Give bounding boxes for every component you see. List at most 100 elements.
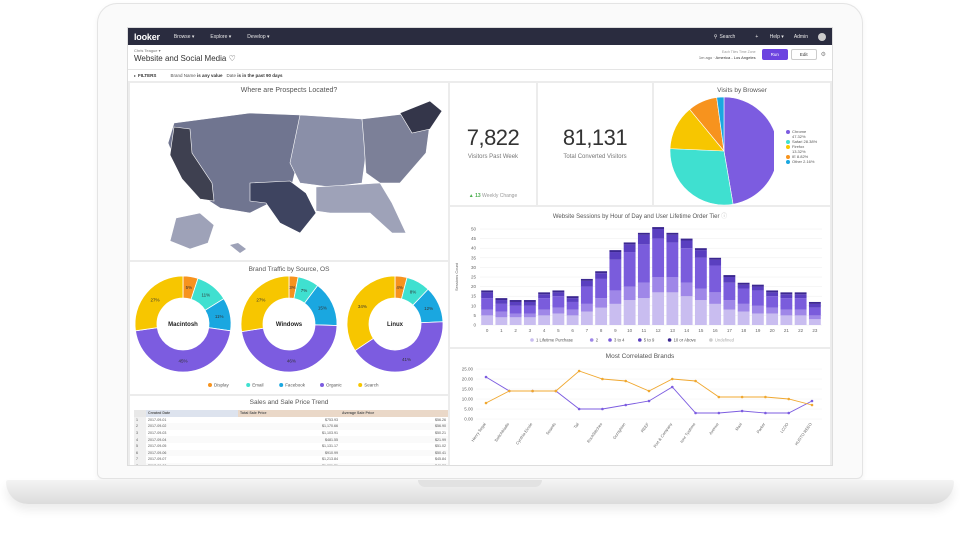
bar-segment[interactable] bbox=[780, 309, 793, 316]
bar-segment[interactable] bbox=[609, 252, 622, 260]
bar-segment[interactable] bbox=[566, 296, 579, 299]
info-icon[interactable]: ⓘ bbox=[721, 214, 728, 220]
sessions-legend-label[interactable]: 3 to 4 bbox=[614, 338, 625, 343]
table-row[interactable]: 5 2017-09-05 $1,131.17 $51.02 bbox=[134, 442, 448, 450]
bar-segment[interactable] bbox=[580, 303, 593, 312]
bar-segment[interactable] bbox=[751, 313, 764, 325]
pie-slice-chrome[interactable] bbox=[723, 96, 774, 205]
bar-segment[interactable] bbox=[623, 244, 636, 253]
series-point[interactable] bbox=[740, 409, 744, 413]
bar-segment[interactable] bbox=[637, 234, 650, 245]
bar-segment[interactable] bbox=[694, 257, 707, 289]
bar-segment[interactable] bbox=[523, 300, 536, 302]
gear-icon[interactable]: ⚙ bbox=[820, 52, 826, 58]
nav-admin[interactable]: Admin bbox=[793, 33, 808, 40]
bar-segment[interactable] bbox=[680, 282, 693, 297]
series-point[interactable] bbox=[624, 379, 628, 383]
series-point[interactable] bbox=[810, 403, 814, 407]
bar-segment[interactable] bbox=[737, 288, 750, 304]
col-total-sale[interactable]: Total Sale Price bbox=[238, 410, 340, 417]
sessions-legend-label[interactable]: Undefined bbox=[715, 338, 735, 343]
bar-segment[interactable] bbox=[709, 257, 722, 260]
bar-segment[interactable] bbox=[694, 250, 707, 258]
bar-segment[interactable] bbox=[495, 303, 508, 312]
traffic-donuts[interactable]: 5% 11% 11% 45% 27% Macintosh 3% 7% 15% 46% 27% Wind… bbox=[130, 262, 448, 394]
bar-segment[interactable] bbox=[780, 298, 793, 310]
bar-segment[interactable] bbox=[794, 292, 807, 295]
series-point[interactable] bbox=[647, 399, 651, 403]
sessions-legend-label[interactable]: 10 or Above bbox=[674, 338, 697, 343]
donut-segment[interactable] bbox=[134, 275, 184, 332]
timezone-value[interactable]: America - Los Angeles bbox=[715, 54, 756, 60]
bar-segment[interactable] bbox=[552, 313, 565, 325]
series-point[interactable] bbox=[601, 407, 604, 411]
run-button[interactable]: Run bbox=[761, 49, 788, 60]
table-row[interactable]: 2 2017-09-02 $1,170.66 $56.90 bbox=[134, 423, 448, 430]
bar-segment[interactable] bbox=[666, 242, 679, 277]
bar-segment[interactable] bbox=[808, 315, 821, 320]
bar-segment[interactable] bbox=[751, 286, 764, 291]
bar-segment[interactable] bbox=[794, 309, 807, 316]
series-point[interactable] bbox=[554, 389, 558, 393]
series-point[interactable] bbox=[694, 379, 697, 383]
bar-segment[interactable] bbox=[623, 252, 636, 287]
pie-slice-other[interactable] bbox=[716, 96, 725, 152]
bar-segment[interactable] bbox=[737, 284, 750, 289]
bar-segment[interactable] bbox=[723, 277, 736, 283]
donut-segment[interactable] bbox=[346, 275, 396, 352]
traffic-legend-label[interactable]: Search bbox=[364, 383, 379, 388]
bar-segment[interactable] bbox=[595, 271, 608, 274]
nav-help[interactable]: + Help ▾ bbox=[745, 34, 784, 40]
series-point[interactable] bbox=[670, 385, 674, 389]
series-point[interactable] bbox=[647, 389, 651, 393]
bar-segment[interactable] bbox=[580, 286, 593, 304]
series-point[interactable] bbox=[764, 395, 767, 399]
col-created-date[interactable]: Created Date bbox=[146, 410, 238, 417]
bar-segment[interactable] bbox=[523, 313, 536, 318]
bar-segment[interactable] bbox=[481, 292, 494, 299]
traffic-legend-label[interactable]: Email bbox=[252, 383, 263, 388]
bar-segment[interactable] bbox=[666, 232, 679, 235]
nav-search[interactable]: Search bbox=[719, 33, 736, 40]
bar-segment[interactable] bbox=[609, 290, 622, 304]
bar-segment[interactable] bbox=[509, 300, 522, 302]
bar-segment[interactable] bbox=[794, 315, 807, 325]
browser-pie[interactable] bbox=[654, 83, 774, 205]
bar-segment[interactable] bbox=[580, 278, 593, 281]
bar-segment[interactable] bbox=[766, 292, 779, 297]
bar-segment[interactable] bbox=[737, 282, 750, 285]
donut-segment[interactable] bbox=[354, 321, 444, 373]
bar-segment[interactable] bbox=[652, 229, 665, 239]
bar-segment[interactable] bbox=[495, 311, 508, 318]
dashboard-owner[interactable]: Chris Teague ▾ bbox=[134, 48, 161, 53]
browser-legend-item[interactable]: Safari 28.38% bbox=[786, 139, 817, 144]
bar-segment[interactable] bbox=[709, 303, 722, 325]
nav-explore[interactable]: Explore ▾ bbox=[210, 33, 232, 40]
edit-button[interactable]: Edit bbox=[790, 49, 817, 60]
bar-segment[interactable] bbox=[680, 296, 693, 325]
bar-segment[interactable] bbox=[609, 303, 622, 325]
table-row[interactable]: 3 2017-09-03 $1,103.91 $50.21 bbox=[134, 429, 448, 437]
bar-segment[interactable] bbox=[723, 300, 736, 310]
chevron-right-icon[interactable]: ▸ bbox=[134, 73, 137, 78]
bar-segment[interactable] bbox=[538, 315, 551, 325]
bar-segment[interactable] bbox=[481, 298, 494, 310]
bar-segment[interactable] bbox=[723, 309, 736, 325]
bar-segment[interactable] bbox=[709, 259, 722, 266]
series-point[interactable] bbox=[787, 411, 791, 415]
bar-segment[interactable] bbox=[766, 290, 779, 293]
bar-segment[interactable] bbox=[723, 275, 736, 277]
bar-segment[interactable] bbox=[623, 286, 636, 301]
bar-segment[interactable] bbox=[652, 292, 665, 325]
browser-legend-item[interactable]: Firefox bbox=[786, 144, 817, 149]
bar-segment[interactable] bbox=[766, 296, 779, 308]
bar-segment[interactable] bbox=[523, 317, 536, 325]
search-icon[interactable]: ⚲ bbox=[713, 33, 718, 40]
filters-label[interactable]: FILTERS bbox=[138, 73, 157, 78]
browser-legend-item[interactable]: IE 8.82% bbox=[786, 154, 817, 159]
bar-segment[interactable] bbox=[751, 290, 764, 306]
bar-segment[interactable] bbox=[566, 298, 579, 302]
series-point[interactable] bbox=[601, 377, 604, 381]
avatar[interactable] bbox=[818, 32, 826, 41]
bar-segment[interactable] bbox=[709, 265, 722, 293]
